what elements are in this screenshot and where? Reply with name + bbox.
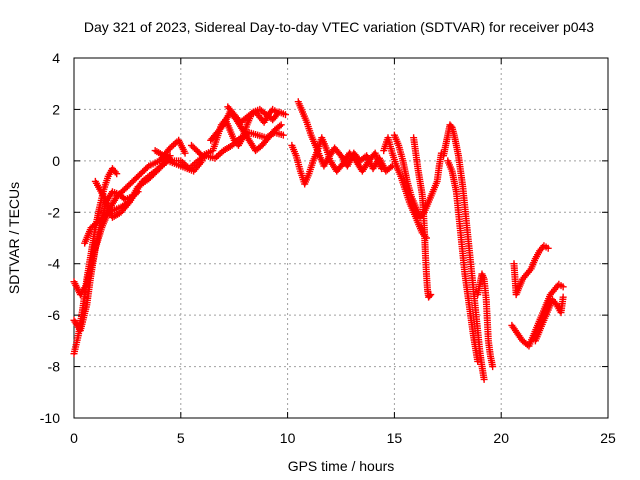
x-axis-label: GPS time / hours (288, 458, 395, 474)
x-tick-label: 5 (177, 430, 185, 446)
y-tick-label: 2 (52, 101, 60, 117)
data-point (378, 165, 386, 173)
data-point (427, 291, 435, 299)
data-point (276, 122, 284, 130)
data-point (281, 111, 289, 119)
x-tick-label: 20 (493, 430, 509, 446)
data-point (277, 121, 285, 129)
x-tick-labels: 0 5 10 15 20 25 (70, 430, 616, 446)
data-point (279, 131, 287, 139)
data-point (181, 149, 189, 157)
x-tick-label: 10 (280, 430, 296, 446)
x-tick-label: 15 (387, 430, 403, 446)
y-tick-label: 0 (52, 153, 60, 169)
y-tick-label: -10 (40, 410, 60, 426)
x-tick-label: 0 (70, 430, 78, 446)
data-point (248, 109, 256, 117)
y-tick-label: -6 (48, 307, 61, 323)
data-point (143, 163, 151, 171)
y-tick-label: -2 (48, 204, 61, 220)
data-points (70, 98, 567, 383)
y-tick-label: -8 (48, 359, 61, 375)
data-point (480, 375, 488, 383)
data-point (489, 363, 497, 371)
data-point (426, 292, 434, 300)
chart-title: Day 321 of 2023, Sidereal Day-to-day VTE… (84, 19, 594, 35)
grid (74, 58, 608, 418)
data-point (387, 163, 395, 171)
data-point (559, 283, 567, 291)
data-point (447, 122, 455, 130)
y-tick-label: -4 (48, 256, 61, 272)
axis-ticks (73, 57, 609, 419)
x-tick-label: 25 (600, 430, 616, 446)
plot-frame (73, 57, 609, 419)
data-point (559, 293, 567, 301)
y-axis-label: SDTVAR / TECUs (6, 182, 22, 294)
data-point (544, 244, 552, 252)
data-point (474, 357, 482, 365)
y-tick-labels: -10 -8 -6 -4 -2 0 2 4 (40, 50, 60, 426)
y-tick-label: 4 (52, 50, 60, 66)
data-point (113, 170, 121, 178)
data-point (165, 146, 173, 154)
